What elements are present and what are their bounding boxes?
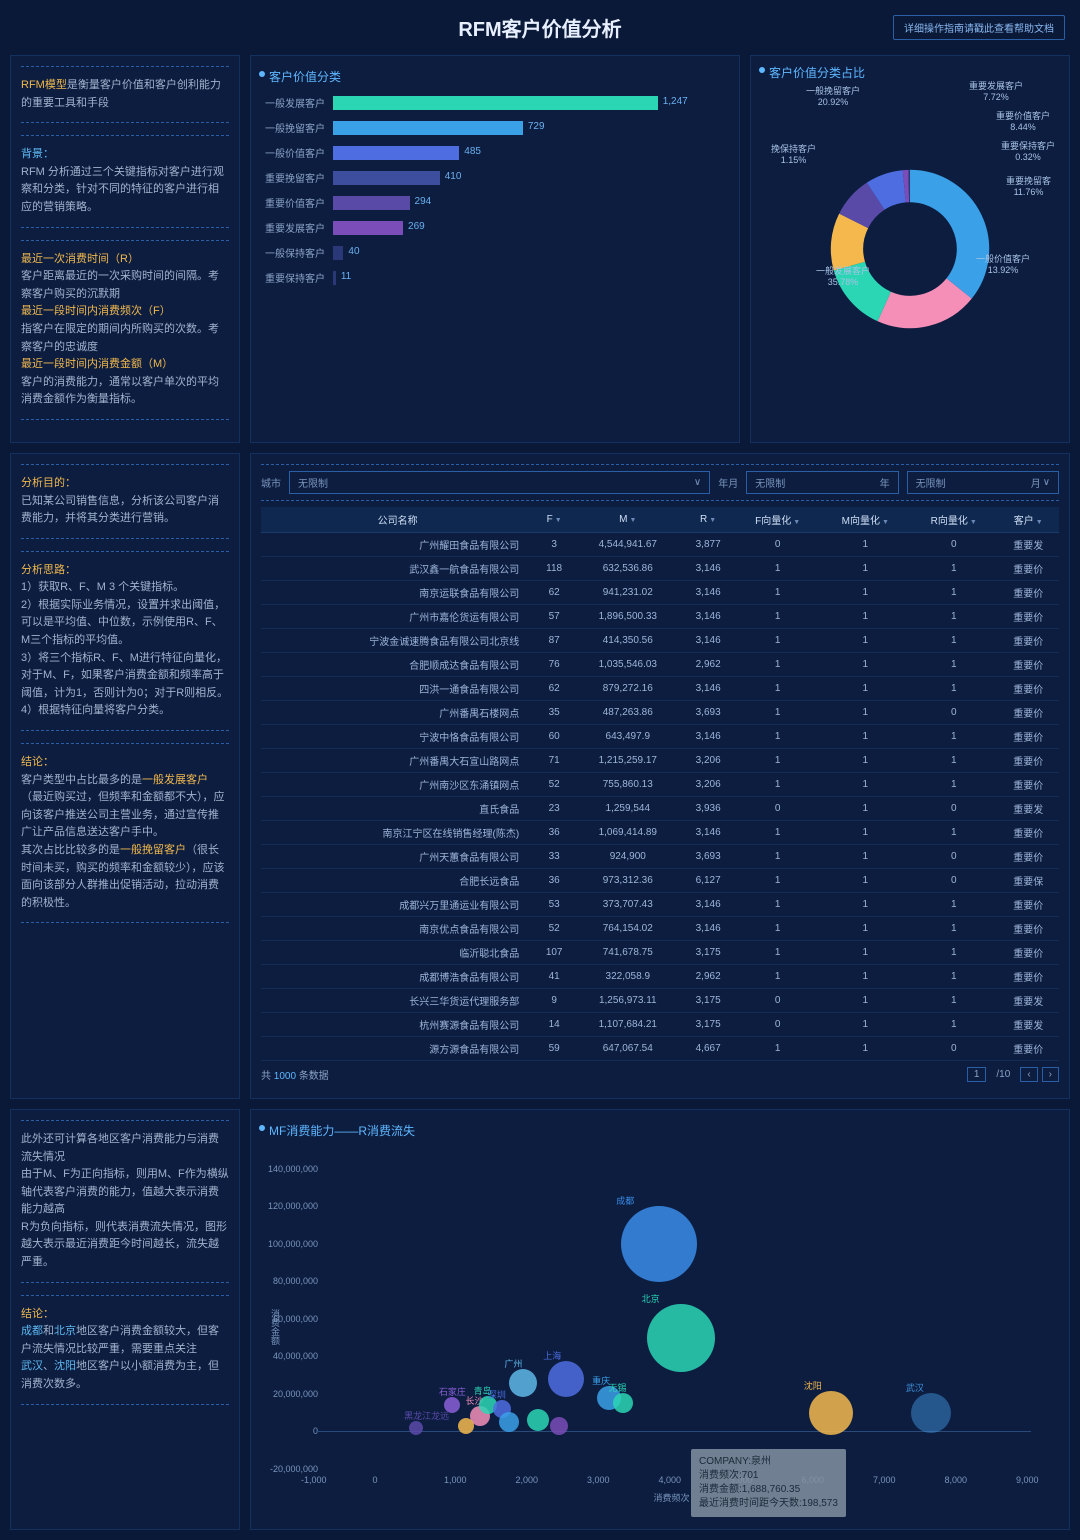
bubble[interactable]: [911, 1393, 951, 1433]
bubble-title: MF消费能力——R消费流失: [261, 1120, 1059, 1149]
col-header[interactable]: F向量化▼: [735, 507, 821, 533]
table-row[interactable]: 临沂聪北食品107741,678.753,175111重要价: [261, 940, 1059, 964]
table-row[interactable]: 宁波中恪食品有限公司60643,497.93,146111重要价: [261, 724, 1059, 748]
donut-chart: [820, 159, 1000, 339]
bubble[interactable]: [509, 1369, 537, 1397]
analysis-panel: 分析目的：已知某公司销售信息，分析该公司客户消费能力，并将其分类进行营销。 分析…: [10, 453, 240, 1099]
bar-chart-title: 客户价值分类: [261, 66, 729, 95]
sort-icon: ▼: [555, 517, 562, 524]
table-row[interactable]: 广州市嘉伦货运有限公司571,896,500.333,146111重要价: [261, 604, 1059, 628]
bubble[interactable]: [499, 1412, 519, 1432]
help-button[interactable]: 详细操作指南请戳此查看帮助文档: [893, 15, 1065, 40]
bubble-intro-panel: 此外还可计算各地区客户消费能力与消费流失情况由于M、F为正向指标，则用M、F作为…: [10, 1109, 240, 1530]
table-row[interactable]: 成都兴万里通运业有限公司53373,707.433,146111重要价: [261, 892, 1059, 916]
table-row[interactable]: 南京江宁区在线销售经理(陈杰)361,069,414.893,146111重要价: [261, 820, 1059, 844]
intro-block-1: RFM模型是衡量客户价值和客户创利能力的重要工具和手段: [21, 66, 229, 123]
table-row[interactable]: 南京优点食品有限公司52764,154.023,146111重要价: [261, 916, 1059, 940]
bar-row: 一般发展客户 1,247: [261, 95, 729, 110]
sort-icon: ▼: [970, 519, 977, 526]
analysis-block-1: 分析目的：已知某公司销售信息，分析该公司客户消费能力，并将其分类进行营销。: [21, 464, 229, 539]
bar-row: 重要挽留客户 410: [261, 170, 729, 185]
bubble[interactable]: [647, 1304, 715, 1372]
intro-block-3: 最近一次消费时间（R）客户距离最近的一次采购时间的间隔。考察客户购买的沉默期最近…: [21, 240, 229, 420]
month-select[interactable]: 无限制月∨: [907, 471, 1059, 494]
sort-icon: ▼: [882, 519, 889, 526]
chevron-down-icon: ∨: [1043, 477, 1050, 488]
bubble-block-2: 结论：成都和北京地区客户消费金额较大，但客户流失情况比较严重，需要重点关注武汉、…: [21, 1295, 229, 1405]
table-row[interactable]: 直氏食品231,259,5443,936010重要发: [261, 796, 1059, 820]
prev-page[interactable]: ‹: [1020, 1067, 1037, 1082]
bar-row: 重要价值客户 294: [261, 195, 729, 210]
table-row[interactable]: 合肥长远食品36973,312.366,127110重要保: [261, 868, 1059, 892]
table-row[interactable]: 广州耀田食品有限公司34,544,941.673,877010重要发: [261, 532, 1059, 556]
bar-row: 一般保持客户 40: [261, 245, 729, 260]
sort-icon: ▼: [793, 519, 800, 526]
table-row[interactable]: 杭州赛源食品有限公司141,107,684.213,175011重要发: [261, 1012, 1059, 1036]
bubble[interactable]: [409, 1421, 423, 1435]
chevron-down-icon: ∨: [694, 477, 701, 488]
table-row[interactable]: 成都博浩食品有限公司41322,058.92,962111重要价: [261, 964, 1059, 988]
table-row[interactable]: 广州南沙区东涌镇网点52755,860.133,206111重要价: [261, 772, 1059, 796]
bar-row: 重要发展客户 269: [261, 220, 729, 235]
sort-icon: ▼: [709, 517, 716, 524]
city-select[interactable]: 无限制∨: [289, 471, 710, 494]
table-row[interactable]: 武汉鑫一航食品有限公司118632,536.863,146111重要价: [261, 556, 1059, 580]
intro-panel: RFM模型是衡量客户价值和客户创利能力的重要工具和手段 背景：RFM 分析通过三…: [10, 55, 240, 443]
city-label: 城市: [261, 475, 281, 490]
table-row[interactable]: 广州番禺大石宣山路网点711,215,259.173,206111重要价: [261, 748, 1059, 772]
analysis-block-3: 结论：客户类型中占比最多的是一般发展客户（最近购买过，但频率和金额都不大），应向…: [21, 743, 229, 923]
table-row[interactable]: 合肥顺成达食品有限公司761,035,546.032,962111重要价: [261, 652, 1059, 676]
bubble[interactable]: [613, 1393, 633, 1413]
table-row[interactable]: 宁波金诚速腾食品有限公司北京线87414,350.563,146111重要价: [261, 628, 1059, 652]
year-select[interactable]: 无限制年: [746, 471, 898, 494]
sort-icon: ▼: [629, 517, 636, 524]
table-row[interactable]: 南京运联食品有限公司62941,231.023,146111重要价: [261, 580, 1059, 604]
bar-row: 一般价值客户 485: [261, 145, 729, 160]
bubble[interactable]: [550, 1417, 568, 1435]
bar-chart-panel: 客户价值分类 一般发展客户 1,247 一般挽留客户 729 一般价值客户 48…: [250, 55, 740, 443]
table-row[interactable]: 长兴三华货运代理服务部91,256,973.113,175011重要发: [261, 988, 1059, 1012]
table-row[interactable]: 广州番禺石楼网点35487,263.863,693110重要价: [261, 700, 1059, 724]
bar-row: 一般挽留客户 729: [261, 120, 729, 135]
sort-icon: ▼: [1036, 519, 1043, 526]
analysis-block-2: 分析思路：1）获取R、F、M 3 个关键指标。2）根据实际业务情况，设置并求出阈…: [21, 551, 229, 731]
table-row[interactable]: 四洪一通食品有限公司62879,272.163,146111重要价: [261, 676, 1059, 700]
col-header[interactable]: M▼: [574, 507, 681, 533]
table-row[interactable]: 源方源食品有限公司59647,067.544,667110重要价: [261, 1036, 1059, 1060]
table-panel: 城市 无限制∨ 年月 无限制年 无限制月∨ 公司名称F▼M▼R▼F向量化▼M向量…: [250, 453, 1070, 1099]
bubble-panel: MF消费能力——R消费流失 -20,000,000020,000,00040,0…: [250, 1109, 1070, 1530]
col-header[interactable]: M向量化▼: [821, 507, 910, 533]
col-header[interactable]: R▼: [681, 507, 734, 533]
filter-row: 城市 无限制∨ 年月 无限制年 无限制月∨: [261, 464, 1059, 501]
page-title: RFM客户价值分析: [458, 13, 621, 42]
bubble[interactable]: [809, 1391, 853, 1435]
col-header[interactable]: 公司名称: [261, 507, 534, 533]
intro-block-2: 背景：RFM 分析通过三个关键指标对客户进行观察和分类，针对不同的特征的客户进行…: [21, 135, 229, 227]
pagination: 1 /10 ‹ ›: [967, 1067, 1059, 1082]
table-row[interactable]: 广州天蕙食品有限公司33924,9003,693110重要价: [261, 844, 1059, 868]
col-header[interactable]: F▼: [534, 507, 574, 533]
next-page[interactable]: ›: [1042, 1067, 1059, 1082]
data-table: 公司名称F▼M▼R▼F向量化▼M向量化▼R向量化▼客户▼ 广州耀田食品有限公司3…: [261, 507, 1059, 1061]
bubble[interactable]: [527, 1409, 549, 1431]
bar-row: 重要保持客户 11: [261, 270, 729, 285]
bubble[interactable]: [548, 1361, 584, 1397]
tooltip: COMPANY:泉州消费频次:701消费金额:1,688,760.35最近消费时…: [691, 1449, 846, 1517]
bubble[interactable]: [458, 1418, 474, 1434]
col-header[interactable]: R向量化▼: [910, 507, 998, 533]
col-header[interactable]: 客户▼: [998, 507, 1060, 533]
bubble-block-1: 此外还可计算各地区客户消费能力与消费流失情况由于M、F为正向指标，则用M、F作为…: [21, 1120, 229, 1283]
page-num[interactable]: 1: [967, 1067, 987, 1082]
ym-label: 年月: [718, 475, 738, 490]
donut-panel: 客户价值分类占比 一般挽留客户20.92%挽保持客户1.15%一般发展客户35.…: [750, 55, 1070, 443]
bubble[interactable]: [621, 1206, 697, 1282]
